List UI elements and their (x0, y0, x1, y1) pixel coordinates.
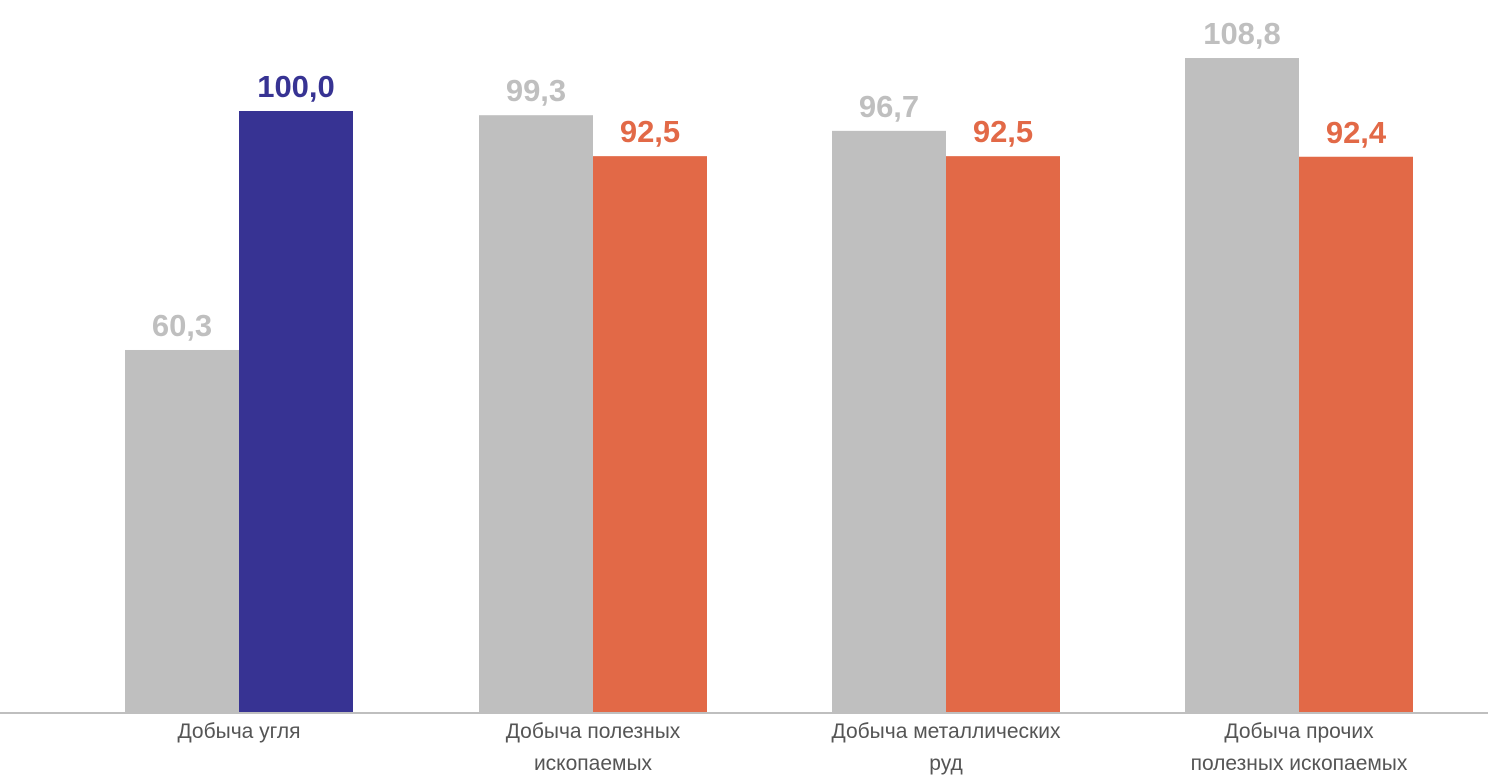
bar-s2-c3 (946, 156, 1060, 713)
category-label-1: Добыча угля (109, 716, 369, 748)
category-label-line: Добыча угля (177, 720, 301, 743)
bar-s1-c3 (832, 130, 946, 714)
category-label-line: Добыча металлических руд (831, 720, 1061, 775)
bar-s1-c2 (479, 115, 593, 714)
category-label-line: полезных ископаемых (1190, 752, 1408, 775)
bar-s2-c2 (593, 156, 707, 713)
value-labels-group: 60,3 100,0 99,3 92,5 96,7 92,5 108,8 92,4 (152, 16, 1387, 343)
bar-s1-c1 (125, 349, 239, 713)
category-label-3: Добыча металлических руд (816, 716, 1076, 780)
value-label-s1-c4: 108,8 (1203, 16, 1281, 51)
category-label-line: Добыча полезных (505, 720, 681, 743)
category-label-line: ископаемых (533, 752, 653, 775)
value-label-s1-c1: 60,3 (152, 308, 212, 343)
value-label-s2-c4: 92,4 (1326, 115, 1387, 150)
value-label-s1-c3: 96,7 (859, 89, 919, 124)
value-label-s1-c2: 99,3 (506, 73, 566, 108)
value-label-s2-c1: 100,0 (257, 69, 335, 104)
bar-s2-c1 (239, 111, 353, 713)
bar-s1-c4 (1185, 58, 1299, 714)
category-label-line: Добыча прочих (1224, 720, 1374, 743)
value-label-s2-c2: 92,5 (620, 114, 680, 149)
category-label-4: Добыча прочих полезных ископаемых (1169, 716, 1429, 780)
value-label-s2-c3: 92,5 (973, 114, 1033, 149)
bars-group (125, 58, 1413, 714)
bar-s2-c4 (1299, 156, 1413, 713)
category-label-2: Добыча полезных ископаемых (463, 716, 723, 780)
